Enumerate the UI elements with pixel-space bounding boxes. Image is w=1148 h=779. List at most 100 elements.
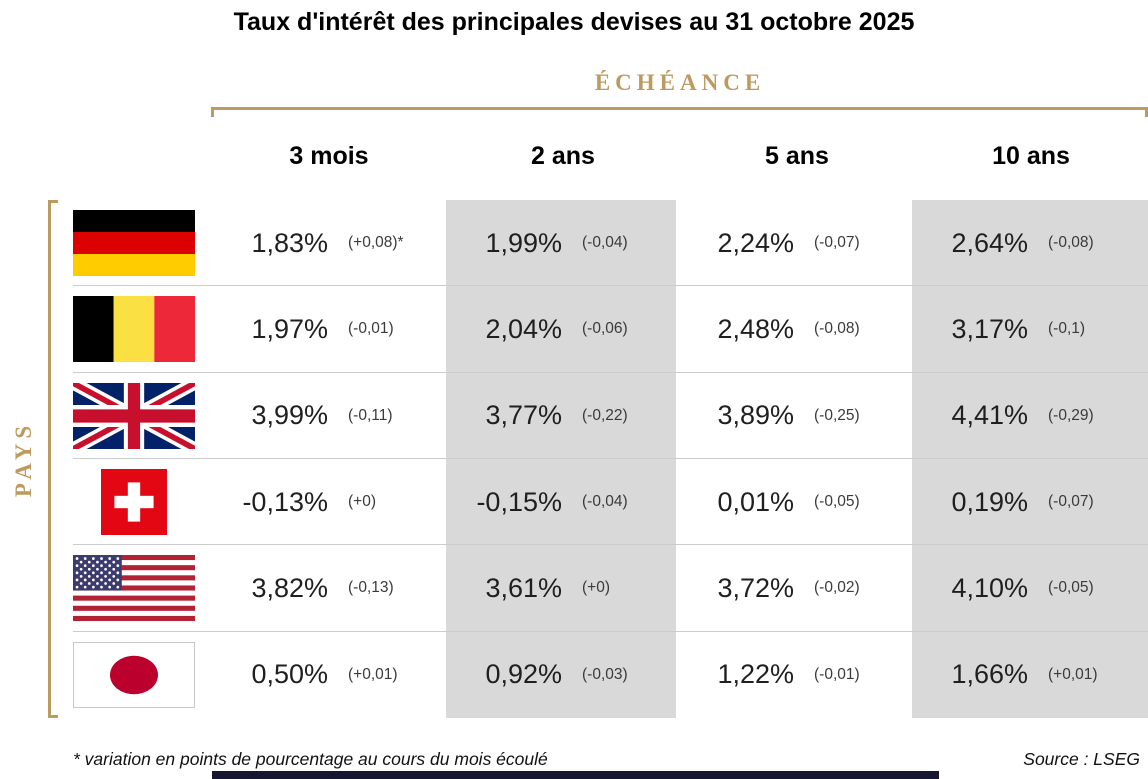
rate-variation: (-0,29) <box>1048 406 1094 424</box>
rate-variation: (-0,04) <box>582 493 628 511</box>
rate-cell: 0,92% (-0,03) <box>446 632 676 718</box>
table-row: -0,13% (+0) -0,15% (-0,04) 0,01% (-0,05) 0,19%… <box>48 459 1148 546</box>
rate-cell: 1,22% (-0,01) <box>678 632 912 718</box>
maturity-axis-label: ÉCHÉANCE <box>594 70 766 95</box>
rate-value: -0,15% <box>476 486 562 517</box>
shaded-column-2-ans <box>446 200 676 718</box>
rate-value: 0,19% <box>951 486 1028 517</box>
rate-value: 0,92% <box>485 659 562 690</box>
rate-cell: 2,48% (-0,08) <box>678 286 912 372</box>
table-row: 3,99% (-0,11) 3,77% (-0,22) 3,89% (-0,25) 4,41… <box>48 373 1148 459</box>
rate-value: 3,82% <box>251 572 328 603</box>
table-row: 3,82% (-0,13) 3,61% (+0) 3,72% (-0,02) 4,10% (-… <box>48 545 1148 632</box>
uk-flag-icon <box>73 382 195 449</box>
table-row: 0,50% (+0,01) 0,92% (-0,03) 1,22% (-0,01) 1,66… <box>48 632 1148 718</box>
row-separator <box>73 371 1148 373</box>
rate-variation: (+0) <box>348 493 376 511</box>
rate-variation: (-0,22) <box>582 406 628 424</box>
rate-value: 0,50% <box>251 659 328 690</box>
rate-value: 3,61% <box>485 572 562 603</box>
table-row: 1,97% (-0,01) 2,04% (-0,06) 2,48% (-0,08) 3,17… <box>48 286 1148 373</box>
rate-value: 1,99% <box>485 227 562 258</box>
rate-variation: (+0,01) <box>348 665 398 683</box>
column-headers: 3 mois 2 ans 5 ans 10 ans <box>212 142 1148 176</box>
rate-variation: (+0,01) <box>1048 665 1098 683</box>
rate-variation: (-0,03) <box>582 665 628 683</box>
rate-cell: 0,50% (+0,01) <box>212 632 446 718</box>
germany-flag-icon <box>73 210 195 277</box>
rate-variation: (-0,01) <box>814 665 860 683</box>
country-axis-label: PAYS <box>11 420 36 498</box>
row-separator <box>73 457 1148 459</box>
rate-cell: 1,99% (-0,04) <box>446 200 676 286</box>
column-header-5-ans: 5 ans <box>765 142 829 170</box>
maturity-bracket <box>211 107 1148 117</box>
rate-value: 2,64% <box>951 227 1028 258</box>
rate-value: 2,48% <box>717 313 794 344</box>
japan-flag-icon <box>73 641 195 708</box>
switzerland-flag-icon <box>101 469 167 536</box>
rate-cell: 3,77% (-0,22) <box>446 373 676 459</box>
rate-cell: 3,89% (-0,25) <box>678 373 912 459</box>
rate-value: 1,83% <box>251 227 328 258</box>
rate-value: 0,01% <box>717 486 794 517</box>
country-bracket <box>48 200 58 718</box>
bottom-rule <box>212 771 939 779</box>
rate-cell: -0,15% (-0,04) <box>446 459 676 545</box>
rate-cell: 2,24% (-0,07) <box>678 200 912 286</box>
rate-value: -0,13% <box>242 486 328 517</box>
rate-variation: (-0,25) <box>814 406 860 424</box>
rate-value: 3,72% <box>717 572 794 603</box>
rate-value: 3,17% <box>951 313 1028 344</box>
rate-cell: 3,82% (-0,13) <box>212 545 446 631</box>
rate-value: 3,77% <box>485 400 562 431</box>
rate-variation: (-0,07) <box>1048 493 1094 511</box>
rate-cell: 1,83% (+0,08)* <box>212 200 446 286</box>
footnote: * variation en points de pourcentage au … <box>73 749 548 769</box>
shaded-column-10-ans <box>912 200 1148 718</box>
source-label: Source : LSEG <box>1023 749 1140 769</box>
column-header-3-mois: 3 mois <box>289 142 369 170</box>
rate-cell: 4,41% (-0,29) <box>912 373 1148 459</box>
rate-cell: 0,01% (-0,05) <box>678 459 912 545</box>
rate-value: 4,41% <box>951 400 1028 431</box>
rate-cell: 1,97% (-0,01) <box>212 286 446 372</box>
rate-cell: 3,99% (-0,11) <box>212 373 446 459</box>
rate-value: 4,10% <box>951 572 1028 603</box>
rate-variation: (+0,08)* <box>348 234 404 252</box>
rate-variation: (+0) <box>582 579 610 597</box>
column-header-2-ans: 2 ans <box>531 142 595 170</box>
rate-value: 3,99% <box>251 400 328 431</box>
rate-cell: 1,66% (+0,01) <box>912 632 1148 718</box>
rate-variation: (-0,11) <box>348 406 393 424</box>
rate-cell: 4,10% (-0,05) <box>912 545 1148 631</box>
row-separator <box>73 544 1148 546</box>
rate-variation: (-0,04) <box>582 234 628 252</box>
row-separator <box>73 630 1148 632</box>
table-body: 1,83% (+0,08)* 1,99% (-0,04) 2,24% (-0,07) 2,6… <box>48 200 1148 718</box>
rate-variation: (-0,13) <box>348 579 394 597</box>
rate-value: 1,97% <box>251 313 328 344</box>
belgium-flag-icon <box>73 296 195 363</box>
rate-cell: 3,61% (+0) <box>446 545 676 631</box>
country-axis: PAYS <box>4 200 44 718</box>
rate-variation: (-0,07) <box>814 234 860 252</box>
rate-variation: (-0,05) <box>1048 579 1094 597</box>
rate-cell: 0,19% (-0,07) <box>912 459 1148 545</box>
table-row: 1,83% (+0,08)* 1,99% (-0,04) 2,24% (-0,07) 2,6… <box>48 200 1148 287</box>
rate-cell: 3,17% (-0,1) <box>912 286 1148 372</box>
rate-variation: (-0,1) <box>1048 320 1086 338</box>
rate-variation: (-0,08) <box>814 320 860 338</box>
rate-variation: (-0,08) <box>1048 234 1094 252</box>
usa-flag-icon <box>73 555 195 622</box>
column-header-10-ans: 10 ans <box>992 142 1070 170</box>
rate-variation: (-0,01) <box>348 320 394 338</box>
page-title: Taux d'intérêt des principales devises a… <box>233 8 915 36</box>
rate-cell: 2,64% (-0,08) <box>912 200 1148 286</box>
rate-cell: 3,72% (-0,02) <box>678 545 912 631</box>
rate-value: 2,24% <box>717 227 794 258</box>
rate-variation: (-0,05) <box>814 493 860 511</box>
rate-value: 3,89% <box>717 400 794 431</box>
rate-cell: -0,13% (+0) <box>212 459 446 545</box>
